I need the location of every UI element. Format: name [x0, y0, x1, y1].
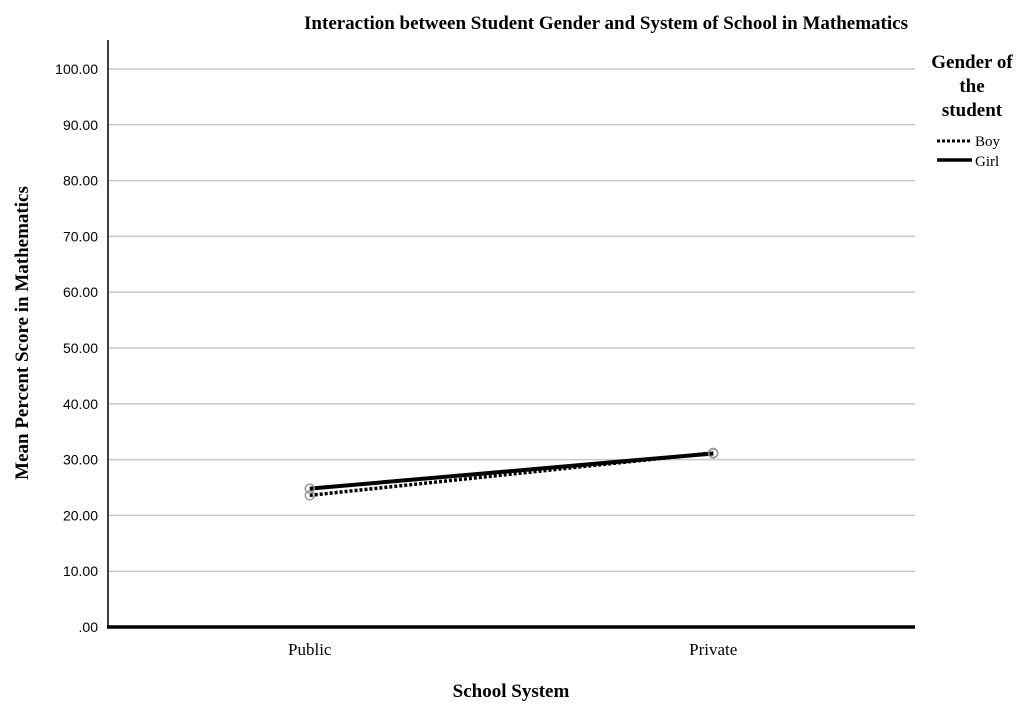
y-axis-label: Mean Percent Score in Mathematics	[12, 186, 33, 480]
y-tick-label: 100.00	[55, 61, 98, 77]
legend-title-line-3: student	[942, 100, 1003, 121]
x-axis-label: School System	[453, 681, 570, 702]
legend-title-line-1: Gender of	[931, 52, 1013, 73]
y-tick-label: 90.00	[63, 117, 98, 133]
y-tick-label: 70.00	[63, 228, 98, 244]
y-tick-label: 50.00	[63, 340, 98, 356]
legend: Gender of the student Boy Girl	[931, 52, 1013, 170]
legend-label-girl: Girl	[975, 154, 999, 170]
y-tick-labels: .00 10.00 20.00 30.00 40.00 50.00 60.00 70.00 80…	[55, 61, 98, 635]
y-tick-label: 30.00	[63, 452, 98, 468]
x-tick-label: Private	[689, 640, 737, 659]
y-tick-label: 60.00	[63, 284, 98, 300]
series-lines	[304, 447, 719, 501]
legend-label-boy: Boy	[975, 134, 1001, 150]
x-category-labels: Public Private	[288, 640, 737, 659]
y-tick-label: 10.00	[63, 563, 98, 579]
series-line-girl	[309, 451, 714, 491]
y-tick-label: 40.00	[63, 396, 98, 412]
data-point-girl	[304, 483, 315, 494]
y-tick-label: 20.00	[63, 507, 98, 523]
data-point-girl	[708, 448, 719, 459]
legend-title-line-2: the	[959, 76, 984, 97]
data-point-boy	[304, 490, 315, 501]
chart-title: Interaction between Student Gender and S…	[304, 13, 908, 34]
y-tick-label: .00	[79, 619, 99, 635]
x-tick-label: Public	[288, 640, 332, 659]
gridlines	[108, 68, 915, 572]
series-line-boy	[309, 451, 714, 498]
y-tick-label: 80.00	[63, 173, 98, 189]
